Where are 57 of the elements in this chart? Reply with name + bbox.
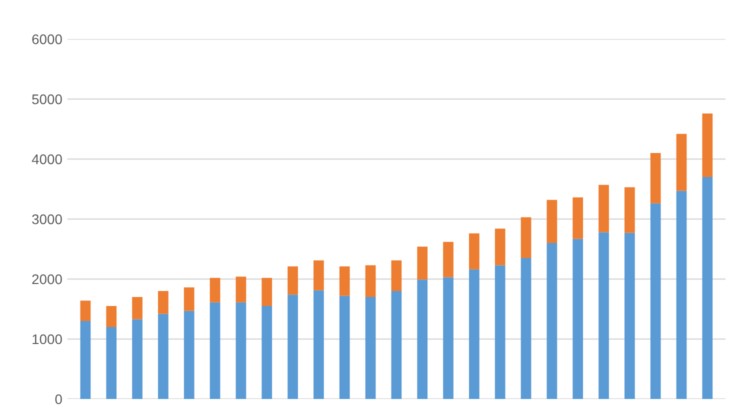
bar [443,277,454,399]
bar [624,232,635,399]
bar [106,306,117,328]
y-tick-label: 2000 [32,274,62,284]
bar [236,302,246,399]
bar [494,228,506,266]
bar [676,134,687,191]
bar [158,291,168,314]
bar [417,246,428,280]
bar [520,258,532,399]
bar [494,265,506,399]
bar [676,190,687,399]
bar [158,314,168,399]
bar [365,265,376,298]
bar [650,153,661,204]
bar [314,290,324,399]
bar [288,294,298,399]
bar [546,200,558,244]
bar [365,297,376,399]
bar [417,280,428,399]
bar [339,266,350,296]
y-tick-label: 0 [55,394,62,404]
y-tick-label: 3000 [32,214,62,224]
bar [650,203,661,399]
bar [702,177,713,399]
bar [702,113,713,178]
bar [624,187,635,233]
bar [546,243,558,399]
bar [520,217,532,258]
bar [262,306,272,399]
bar [80,321,91,399]
bar [572,238,584,399]
bar [80,300,91,322]
bar [391,291,402,399]
bar [236,276,246,302]
bar [184,310,194,399]
bar [469,233,480,270]
y-tick-label: 1000 [32,334,62,344]
bar [210,302,220,399]
bar [210,278,220,302]
bar [132,297,142,320]
bar [598,232,609,399]
y-tick-label: 4000 [32,154,62,164]
bar [132,319,142,399]
bar [572,197,584,239]
bar [262,278,272,306]
y-tick-label: 5000 [32,94,62,104]
bar [106,327,117,399]
y-tick-label: 6000 [32,34,62,44]
bar [339,296,350,399]
bar [443,242,454,278]
bar [288,266,298,295]
bar [469,269,480,399]
bar [314,260,324,290]
bar [598,184,609,232]
bar [391,260,402,292]
bar [184,287,194,311]
